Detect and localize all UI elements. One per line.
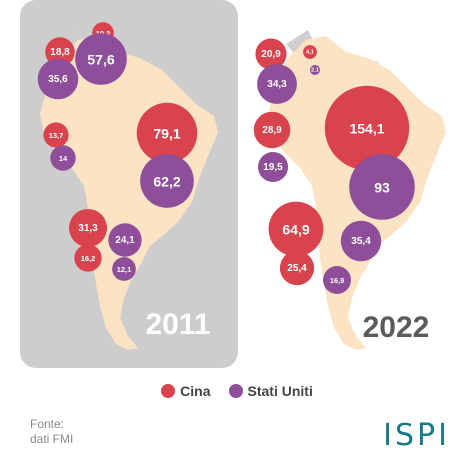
- bubble-value-label: 31,3: [78, 223, 98, 234]
- bubble-circle: [303, 45, 317, 59]
- bubble-2022-venezuela-cina: 4,1: [303, 45, 317, 59]
- bubble-circle: [45, 37, 75, 67]
- bubble-2022-brasile-cina: 154,1: [324, 85, 410, 171]
- bubble-2011-colombia-stati-uniti: 35,6: [37, 58, 79, 100]
- bubble-2022-colombia-stati-uniti: 34,3: [257, 64, 297, 104]
- source-text: dati FMI: [30, 432, 74, 446]
- bubble-2011-venezuela-cina: 18,8: [45, 37, 75, 67]
- legend-swatch-cina: [161, 384, 176, 398]
- bubble-value-label: 57,6: [87, 52, 114, 68]
- year-label-2022: 2022: [363, 311, 430, 344]
- bubble-2022-venezuela-stati-uniti: 2,1: [310, 65, 320, 75]
- legend-swatch-stati-uniti: [228, 384, 243, 398]
- bubble-circle: [340, 220, 382, 262]
- bubble-value-label: 2,1: [311, 68, 319, 74]
- legend: Cina Stati Uniti: [0, 383, 474, 399]
- bubble-value-label: 35,6: [48, 74, 68, 85]
- bubble-value-label: 16,9: [330, 276, 345, 285]
- bubble-value-label: 4,1: [306, 50, 314, 56]
- bubble-value-label: 19,5: [263, 162, 283, 173]
- bubble-circle: [74, 244, 102, 272]
- bubble-2022-peru-cina: 28,9: [253, 111, 291, 149]
- bubble-circle: [108, 223, 142, 257]
- year-label-2011: 2011: [145, 308, 210, 341]
- bubble-circle: [75, 33, 127, 85]
- bubble-2011-brasile-stati-uniti: 62,2: [140, 154, 194, 208]
- bubble-circle: [136, 102, 198, 164]
- bubble-circle: [257, 151, 289, 183]
- bubble-2011-venezuela-stati-uniti: 57,6: [75, 33, 127, 85]
- bubble-value-label: 34,3: [267, 79, 287, 90]
- bubble-2022-cile-cina: 64,9: [268, 201, 324, 257]
- bubble-circle: [323, 266, 351, 294]
- bubble-circle: [112, 257, 136, 281]
- bubble-value-label: 28,9: [262, 125, 282, 136]
- bubble-value-label: 13,7: [49, 131, 64, 140]
- bubble-2022-argentina-cina: 25,4: [279, 250, 315, 286]
- source-heading: Fonte:: [30, 417, 65, 431]
- bubble-value-label: 62,2: [153, 174, 180, 190]
- bubble-value-label: 24,1: [115, 235, 135, 246]
- bubble-circle: [279, 250, 315, 286]
- bubble-2011-argentina-cina: 16,2: [74, 244, 102, 272]
- legend-item-stati-uniti: Stati Uniti: [228, 383, 313, 399]
- bubble-value-label: 20,9: [261, 49, 281, 60]
- bubble-value-label: 18,8: [50, 47, 70, 58]
- bubble-circle: [37, 58, 79, 100]
- bubble-2011-peru-stati-uniti: 14: [50, 145, 76, 171]
- bubble-value-label: 93: [374, 180, 390, 196]
- bubble-2022-colombia-cina: 20,9: [255, 38, 287, 70]
- bubble-value-label: 154,1: [349, 121, 384, 137]
- bubble-value-label: 12,1: [117, 265, 132, 274]
- bubble-2022-peru-stati-uniti: 19,5: [257, 151, 289, 183]
- bubble-circle: [310, 65, 320, 75]
- bubble-value-label: 14: [59, 154, 68, 163]
- bubble-2022-brasile-stati-uniti: 93: [349, 154, 415, 220]
- bubble-2022-argentina-stati-uniti: 16,9: [323, 266, 351, 294]
- bubble-2011-peru-cina: 13,7: [43, 122, 69, 148]
- legend-label-cina: Cina: [180, 383, 211, 399]
- bubble-2011-argentina-stati-uniti: 12,1: [112, 257, 136, 281]
- source-note: Fonte: dati FMI: [30, 417, 73, 447]
- bubble-value-label: 64,9: [282, 222, 309, 238]
- bubble-value-label: 16,2: [81, 254, 96, 263]
- bubble-circle: [268, 201, 324, 257]
- bubble-value-label: 25,4: [287, 263, 307, 274]
- bubble-2011-brasile-cina: 79,1: [136, 102, 198, 164]
- bubble-circle: [253, 111, 291, 149]
- bubble-circle: [68, 208, 108, 248]
- bubble-2011-cile-cina: 31,3: [68, 208, 108, 248]
- bubble-value-label: 35,4: [351, 236, 371, 247]
- bubble-circle: [255, 38, 287, 70]
- legend-label-stati-uniti: Stati Uniti: [247, 383, 313, 399]
- bubble-circle: [50, 145, 76, 171]
- bubble-2022-cile-stati-uniti: 35,4: [340, 220, 382, 262]
- ispi-logo: ISPI: [383, 418, 450, 453]
- bubble-circle: [140, 154, 194, 208]
- bubble-layer: 10,218,857,635,613,71479,162,231,324,116…: [37, 22, 415, 294]
- bubble-circle: [324, 85, 410, 171]
- bubble-value-label: 79,1: [153, 126, 180, 142]
- bubble-circle: [257, 64, 297, 104]
- bubble-circle: [43, 122, 69, 148]
- bubble-2011-cile-stati-uniti: 24,1: [108, 223, 142, 257]
- bubble-circle: [349, 154, 415, 220]
- legend-item-cina: Cina: [161, 383, 211, 399]
